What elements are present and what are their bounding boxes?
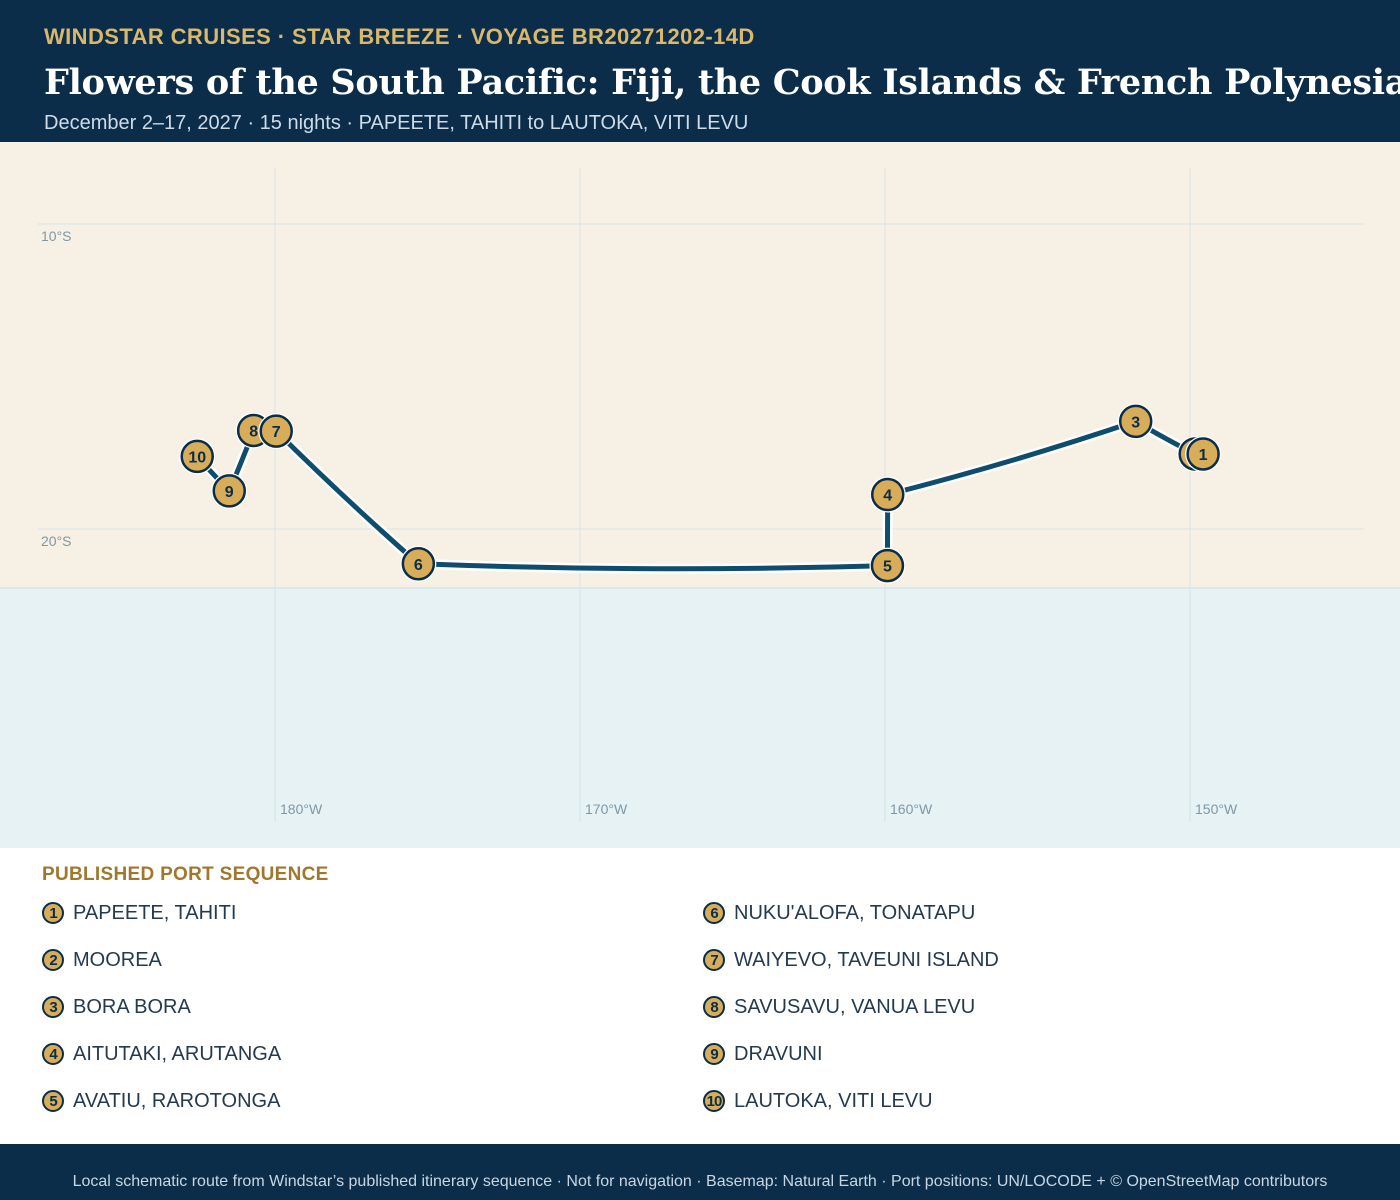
port-marker-number: 8: [249, 423, 258, 440]
footer: Local schematic route from Windstar’s pu…: [0, 1144, 1400, 1200]
voyage-subtitle: December 2–17, 2027 · 15 nights · PAPEET…: [44, 112, 749, 134]
port-marker-circle: [180, 439, 214, 474]
legend-number-badge: 3: [42, 996, 64, 1018]
port-marker-4: 4: [869, 476, 906, 513]
port-marker-7: 7: [258, 413, 295, 450]
legend-port-name: AVATIU, RAROTONGA: [73, 1089, 281, 1112]
legend-port-name: WAIYEVO, TAVEUNI ISLAND: [734, 948, 999, 971]
legend-item-4: 4 AITUTAKI, ARUTANGA: [42, 1041, 281, 1067]
legend-item-1: 1 PAPEETE, TAHITI: [42, 900, 236, 926]
port-marker-10: 10: [179, 438, 216, 475]
legend-item-9: 9 DRAVUNI: [703, 1041, 823, 1067]
land-area: [0, 142, 1400, 588]
port-marker-number: 1: [1199, 447, 1208, 464]
voyage-eyebrow: WINDSTAR CRUISES · STAR BREEZE · VOYAGE …: [44, 24, 755, 49]
legend-port-name: NUKU'ALOFA, TONATAPU: [734, 901, 976, 924]
legend-number-badge: 2: [42, 949, 64, 971]
legend-number-badge: 4: [42, 1043, 64, 1065]
port-marker-circle: [1118, 404, 1153, 439]
port-marker-5: 5: [869, 547, 906, 584]
legend-port-name: MOOREA: [73, 948, 162, 971]
port-marker-9: 9: [211, 472, 248, 509]
legend-item-7: 7 WAIYEVO, TAVEUNI ISLAND: [703, 947, 999, 973]
legend-heading: PUBLISHED PORT SEQUENCE: [42, 864, 329, 885]
legend-item-5: 5 AVATIU, RAROTONGA: [42, 1088, 280, 1114]
legend-number-badge: 10: [703, 1090, 725, 1112]
legend-item-10: 10 LAUTOKA, VITI LEVU: [703, 1088, 933, 1114]
page-title: Flowers of the South Pacific: Fiji, the …: [44, 62, 1400, 103]
port-marker-circle: [259, 414, 293, 448]
legend-item-2: 2 MOOREA: [42, 947, 162, 973]
port-marker-number: 5: [883, 559, 892, 576]
longitude-label: 180°W: [280, 801, 323, 817]
legend-port-name: DRAVUNI: [734, 1042, 823, 1065]
legend-number-badge: 7: [703, 949, 725, 971]
legend-item-3: 3 BORA BORA: [42, 994, 191, 1020]
port-marker-circle: [212, 474, 246, 508]
legend-number-badge: 9: [703, 1043, 725, 1065]
graticule: 10°S 20°S 180°W 170°W 160°W 150°W: [38, 168, 1364, 822]
legend-port-name: PAPEETE, TAHITI: [73, 901, 237, 924]
port-marker-6: 6: [400, 545, 437, 582]
port-legend: PUBLISHED PORT SEQUENCE 1 PAPEETE, TAHITI…: [0, 848, 1400, 1144]
port-marker-circle: [870, 477, 905, 512]
port-marker-number: 3: [1131, 414, 1140, 431]
port-marker-number: 10: [188, 449, 206, 466]
footer-attribution: Local schematic route from Windstar’s pu…: [72, 1173, 1328, 1190]
longitude-label: 160°W: [890, 801, 933, 817]
port-marker-number: 7: [272, 424, 281, 441]
legend-item-8: 8 SAVUSAVU, VANUA LEVU: [703, 994, 975, 1020]
legend-port-name: BORA BORA: [73, 995, 191, 1018]
port-marker-circle: [401, 547, 436, 581]
longitude-label: 170°W: [585, 801, 628, 817]
header: WINDSTAR CRUISES · STAR BREEZE · VOYAGE …: [0, 0, 1400, 142]
legend-port-name: SAVUSAVU, VANUA LEVU: [734, 995, 976, 1018]
port-marker-circle: [870, 548, 905, 583]
port-marker-number: 4: [883, 488, 892, 505]
port-marker-circle: [1186, 437, 1220, 471]
port-markers: 10987654321: [179, 403, 1222, 584]
legend-port-name: LAUTOKA, VITI LEVU: [734, 1089, 933, 1112]
longitude-label: 150°W: [1195, 801, 1238, 817]
port-marker-3: 3: [1117, 403, 1154, 440]
legend-item-6: 6 NUKU'ALOFA, TONATAPU: [703, 900, 975, 926]
latitude-label: 10°S: [41, 228, 72, 244]
port-marker-number: 6: [414, 557, 423, 574]
legend-number-badge: 6: [703, 902, 725, 924]
latitude-label: 20°S: [41, 533, 72, 549]
port-marker-1: 1: [1185, 435, 1222, 472]
sea-area: [0, 588, 1400, 848]
legend-number-badge: 5: [42, 1090, 64, 1112]
legend-port-name: AITUTAKI, ARUTANGA: [73, 1042, 282, 1065]
port-marker-number: 9: [225, 484, 234, 501]
legend-number-badge: 8: [703, 996, 725, 1018]
legend-number-badge: 1: [42, 902, 64, 924]
